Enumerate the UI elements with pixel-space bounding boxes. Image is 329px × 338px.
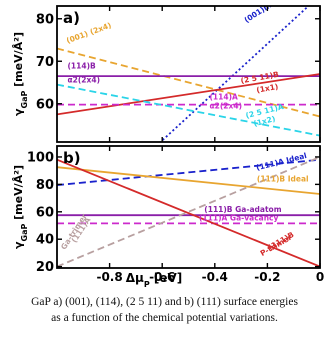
panel-label: b) xyxy=(63,149,81,167)
series-line-0 xyxy=(57,158,320,186)
y-tick-label-3: 80 xyxy=(36,178,54,193)
series-annotation-2: (111)B Ga-adatom xyxy=(204,205,281,214)
series-annotation-0: (111)A Ideal xyxy=(255,151,307,172)
series-line-5 xyxy=(57,83,320,137)
caption-line-1: GaP a) (001), (114), (2 5 11) and b) (11… xyxy=(31,296,298,308)
x-tick-label-2: -0.4 xyxy=(202,270,228,284)
x-tick-label-1: -0.6 xyxy=(149,270,175,284)
figure-caption: GaP a) (001), (114), (2 5 11) and b) (11… xyxy=(0,294,329,326)
y-axis-label: γGaP [meV/Å²] xyxy=(12,32,29,116)
series-annotation-3: (111)A Ga-vacancy xyxy=(199,214,278,223)
series-annotation-1: (111)B Ideal xyxy=(257,175,309,184)
series-annotation-3: α2(2x4) xyxy=(68,76,101,85)
panel-label: a) xyxy=(63,9,80,27)
panel-b: (111)A Ideal (111)B Ideal (111)B Ga-adatom… xyxy=(12,145,324,284)
series-line-5 xyxy=(57,156,320,268)
caption-line-2: as a function of the chemical potential … xyxy=(51,312,278,324)
plot-frame xyxy=(56,5,321,143)
y-tick-label-4: 100 xyxy=(27,150,54,165)
x-axis-label: ΔμP [eV] xyxy=(126,271,183,289)
series-annotation-6: (114)A xyxy=(210,93,239,102)
y-tick-label-0: 60 xyxy=(36,97,54,112)
y-tick-label-2: 60 xyxy=(36,205,54,220)
surface-energy-figure: (001)md (2x4)(001) (2x4)(114)Bα2(2x4) (2 … xyxy=(12,0,324,289)
series-line-3 xyxy=(57,73,320,116)
series-line-1 xyxy=(57,166,320,195)
x-tick-label-4: 0 xyxy=(316,270,324,284)
series-annotation-5: (1x1) xyxy=(256,82,279,95)
y-tick-label-1: 40 xyxy=(36,233,54,248)
plot-area: (111)A Ideal (111)B Ideal (111)B Ga-adatom… xyxy=(57,151,320,268)
series-annotation-0: (001)md (2x4) xyxy=(243,0,299,25)
x-tick-label-3: -0.2 xyxy=(254,270,280,284)
x-tick-label-0: -0.8 xyxy=(96,270,122,284)
y-tick-label-1: 70 xyxy=(36,55,54,70)
series-line-1 xyxy=(57,47,320,118)
plot-frame xyxy=(56,145,321,269)
series-annotation-2: (114)B xyxy=(68,62,97,71)
series-annotation-7: α2(2x4) xyxy=(210,101,243,110)
y-tick-label-2: 80 xyxy=(36,12,54,27)
y-axis-label: γGaP [meV/Å²] xyxy=(12,165,29,249)
y-tick-label-0: 20 xyxy=(36,260,54,275)
series-line-4 xyxy=(57,158,320,268)
